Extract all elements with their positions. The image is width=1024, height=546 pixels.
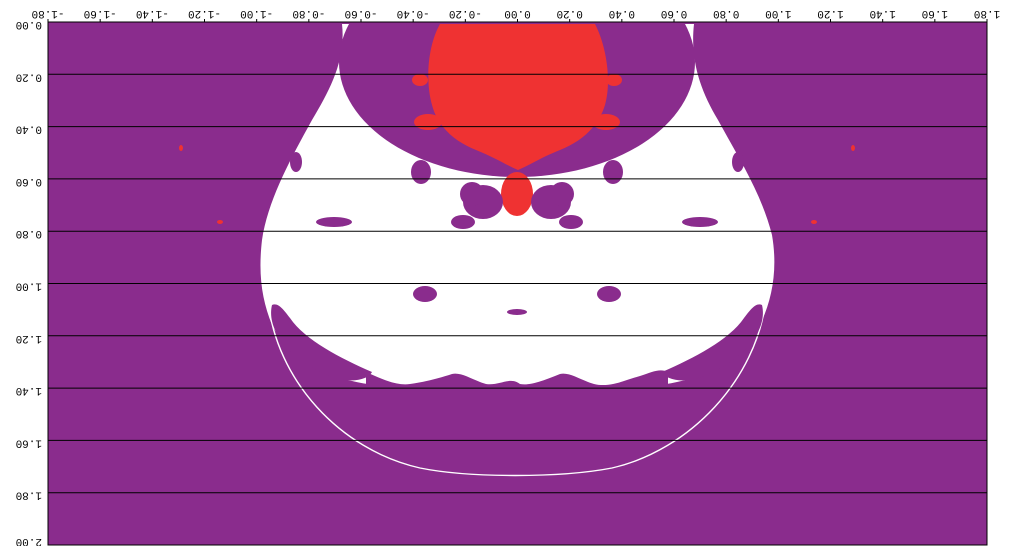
red-core-region xyxy=(428,24,609,170)
purple-left-lobe xyxy=(271,304,372,381)
purple-bulb xyxy=(413,286,437,302)
y-axis-ticks: 0.00 0.20 0.40 0.60 0.80 1.00 1.20 1.40 1.60 1.80… xyxy=(16,18,42,546)
y-tick-label: 1.00 xyxy=(16,280,42,292)
purple-bulb xyxy=(507,309,527,315)
y-tick-label: 0.20 xyxy=(16,70,42,82)
x-tick-label: 1.20 xyxy=(817,7,843,19)
x-tick-label: -0.60 xyxy=(344,7,377,19)
y-tick-label: 1.40 xyxy=(16,384,42,396)
y-tick-label: 1.60 xyxy=(16,436,42,448)
purple-bulb xyxy=(460,182,484,206)
red-bulb xyxy=(414,114,442,130)
purple-bulb xyxy=(451,215,475,229)
purple-bulb xyxy=(597,286,621,302)
red-bulb xyxy=(606,74,622,86)
x-tick-label: -0.20 xyxy=(449,7,482,19)
x-tick-label: 1.00 xyxy=(765,7,791,19)
purple-bulb xyxy=(290,152,302,172)
y-tick-label: 0.60 xyxy=(16,175,42,187)
purple-bulb xyxy=(411,160,431,184)
red-lower-bulb xyxy=(501,172,533,216)
y-tick-label: 0.40 xyxy=(16,123,42,135)
x-tick-label: 1.80 xyxy=(974,7,1000,19)
x-tick-label: -0.80 xyxy=(292,7,325,19)
x-tick-label: -0.40 xyxy=(397,7,430,19)
x-tick-label: 0.60 xyxy=(661,7,687,19)
purple-bulb xyxy=(550,182,574,206)
outer-thin-arc xyxy=(267,299,767,477)
x-tick-label: 0.80 xyxy=(713,7,739,19)
y-tick-label: 2.00 xyxy=(16,535,42,546)
x-tick-label: -1.80 xyxy=(31,7,64,19)
y-tick-label: 1.80 xyxy=(16,489,42,501)
x-tick-label: 0.40 xyxy=(609,7,635,19)
purple-bulb xyxy=(559,215,583,229)
x-tick-label: -1.40 xyxy=(136,7,169,19)
x-axis-ticks: -1.80 -1.60 -1.40 -1.20 -1.00 -0.80 -0.60 -0.40… xyxy=(31,7,1000,22)
y-tick-label: 1.20 xyxy=(16,332,42,344)
purple-bottom-scallops xyxy=(366,370,668,400)
y-tick-label: 0.80 xyxy=(16,227,42,239)
x-tick-label: 1.40 xyxy=(869,7,895,19)
red-bulb xyxy=(851,145,855,151)
purple-bulb xyxy=(682,217,718,227)
purple-bulb xyxy=(732,152,744,172)
x-tick-label: 0.00 xyxy=(504,7,530,19)
red-bulb xyxy=(217,220,223,224)
red-bulb xyxy=(811,220,817,224)
purple-bulb xyxy=(316,217,352,227)
purple-bulb xyxy=(603,160,623,184)
red-bulb xyxy=(179,145,183,151)
horizontal-gridlines xyxy=(48,73,987,494)
x-tick-label: -1.60 xyxy=(84,7,117,19)
red-bulb xyxy=(592,114,620,130)
x-tick-label: -1.20 xyxy=(188,7,221,19)
red-bulb xyxy=(412,74,428,86)
y-tick-label: 0.00 xyxy=(16,18,42,30)
x-tick-label: -1.00 xyxy=(240,7,273,19)
purple-right-lobe xyxy=(662,304,763,381)
x-tick-label: 1.60 xyxy=(922,7,948,19)
x-tick-label: 0.20 xyxy=(556,7,582,19)
